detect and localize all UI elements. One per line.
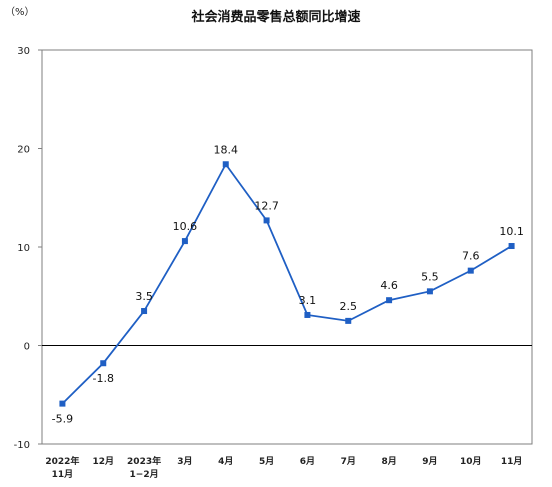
data-point [181, 238, 188, 245]
data-point [59, 400, 66, 407]
data-label: 3.5 [135, 290, 153, 303]
data-point [467, 267, 474, 274]
data-label: 5.5 [421, 270, 439, 283]
y-tick-label: 0 [24, 342, 30, 353]
data-label: 3.1 [299, 294, 317, 307]
x-tick-label: 12月 [92, 456, 114, 467]
x-tick-label: 11月 [501, 456, 523, 467]
data-point [263, 217, 270, 224]
data-label: -1.8 [93, 372, 114, 385]
data-point [100, 360, 107, 367]
x-tick-label: 4月 [218, 456, 233, 467]
plot-frame [41, 49, 533, 445]
y-tick-label: 30 [17, 46, 30, 57]
chart-title: 社会消费品零售总额同比增速 [190, 9, 360, 25]
data-label: 18.4 [214, 143, 239, 156]
data-point [304, 311, 311, 318]
x-tick-label: 2022年 [45, 455, 79, 467]
x-tick-label: 3月 [177, 456, 192, 467]
data-point [345, 317, 352, 324]
data-label: 2.5 [340, 300, 358, 313]
x-tick-label: 5月 [259, 456, 274, 467]
x-tick-label: 8月 [381, 456, 396, 467]
x-tick-label: 1−2月 [130, 469, 159, 480]
data-point [222, 161, 229, 168]
series-line [61, 162, 513, 405]
data-label: 7.6 [462, 250, 480, 263]
data-label: -5.9 [52, 413, 73, 426]
data-label: 10.1 [499, 225, 524, 238]
x-tick-label: 7月 [341, 456, 356, 467]
x-tick-label: 9月 [422, 456, 437, 467]
y-unit-label: （%） [5, 6, 35, 18]
data-point [386, 297, 393, 304]
x-tick-label: 2023年 [127, 455, 161, 467]
series-layer: -5.9 -1.8 3.5 10.6 18.4 12.7 3.1 2.5 4.6 5.5 7.6 10… [52, 143, 524, 425]
data-point [426, 288, 433, 295]
x-tick-label: 6月 [300, 456, 315, 467]
y-tick-label: -10 [14, 440, 30, 451]
axes: -10 0 10 20 30 2022年 11月 12月 2023年 1−2月 3月 4月 5月 6月 7月… [14, 46, 533, 480]
x-tick-label: 10月 [460, 456, 482, 467]
data-point [141, 308, 148, 315]
y-tick-label: 10 [17, 243, 30, 254]
x-tick-label: 11月 [52, 469, 74, 480]
y-tick-label: 20 [17, 145, 30, 156]
data-point [508, 243, 515, 250]
data-label: 4.6 [380, 279, 398, 292]
data-label: 12.7 [254, 199, 279, 212]
data-label: 10.6 [173, 220, 198, 233]
